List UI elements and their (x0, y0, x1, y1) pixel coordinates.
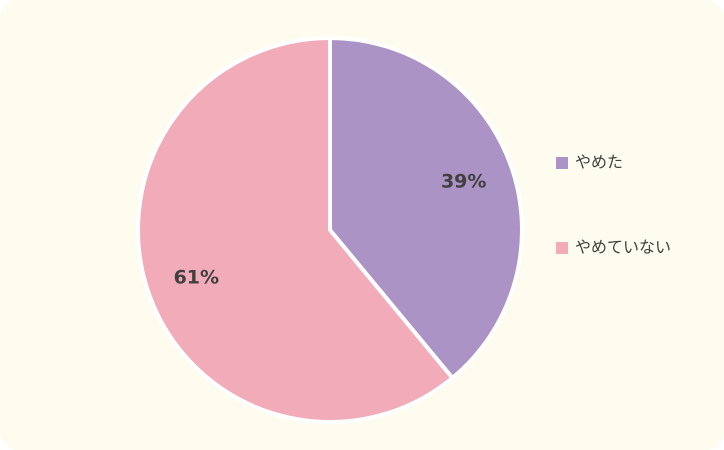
legend-label: やめていない (575, 238, 671, 257)
legend-swatch (556, 242, 568, 254)
legend-label: やめた (575, 153, 623, 172)
value-label: 39% (441, 170, 486, 192)
pie-slice (328, 36, 524, 380)
value-label: 61% (174, 267, 219, 289)
pie-slice (136, 36, 455, 424)
legend-swatch (556, 157, 568, 169)
